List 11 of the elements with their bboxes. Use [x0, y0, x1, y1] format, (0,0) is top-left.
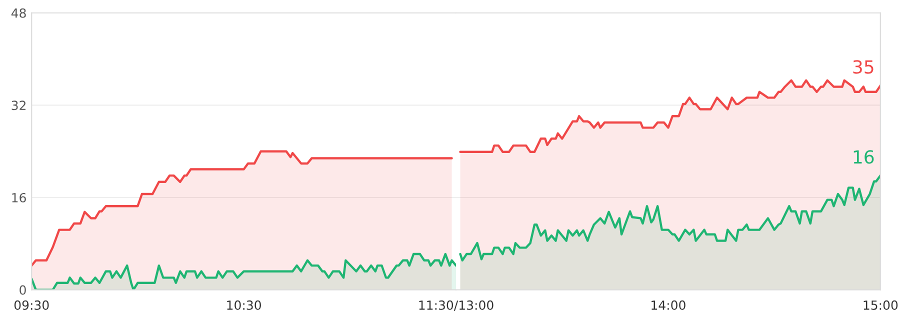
x-tick-label: 15:00 — [864, 300, 898, 310]
x-tick-label: 09:30 — [14, 300, 49, 310]
y-tick-label: 16 — [12, 192, 26, 202]
annotation: 35 — [853, 60, 874, 74]
x-tick-label: 14:00 — [652, 300, 686, 310]
x-tick-label: 10:30 — [227, 300, 261, 310]
y-tick-label: 32 — [12, 100, 26, 110]
x-tick-label: 11:30/13:00 — [419, 300, 494, 311]
y-tick-label: 0 — [20, 285, 26, 295]
annotation: 16 — [854, 150, 874, 164]
y-tick-label: 48 — [11, 8, 26, 18]
